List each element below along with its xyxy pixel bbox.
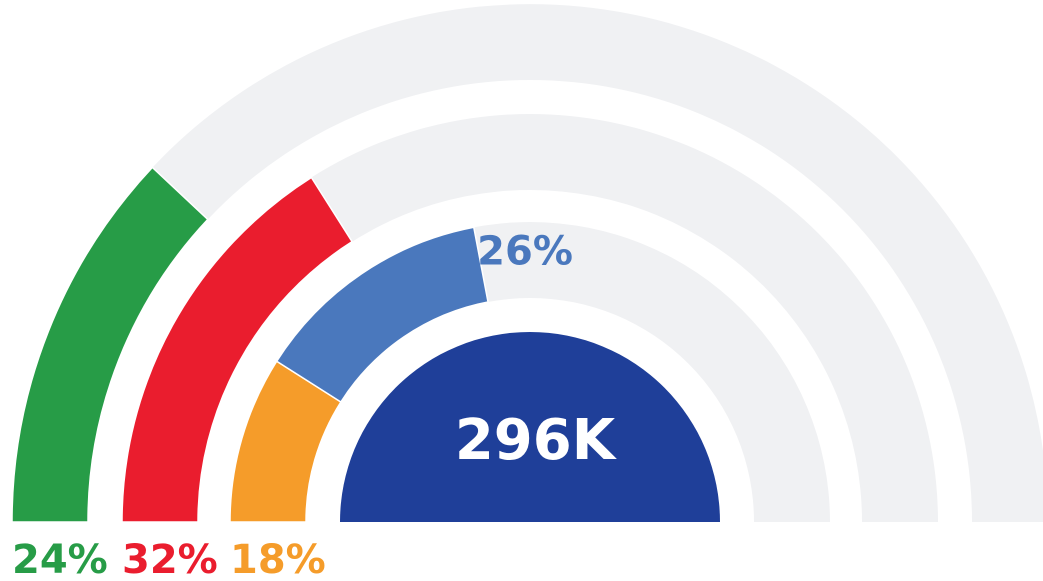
center-label: 296K <box>455 408 618 473</box>
value-label: 18% <box>230 537 326 581</box>
value-label: 32% <box>122 537 218 581</box>
arc-segment <box>121 176 354 523</box>
arc-segment <box>11 166 209 523</box>
center-disc <box>340 332 720 522</box>
arc-segment <box>275 226 489 404</box>
track <box>12 4 1043 522</box>
value-label: 26% <box>477 229 573 275</box>
value-label: 24% <box>12 537 108 581</box>
